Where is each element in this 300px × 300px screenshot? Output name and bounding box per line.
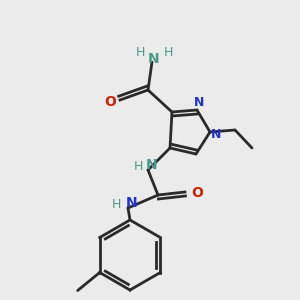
Text: N: N: [126, 196, 138, 210]
Text: O: O: [104, 95, 116, 109]
Text: N: N: [148, 52, 160, 66]
Text: H: H: [135, 46, 145, 59]
Text: N: N: [146, 158, 158, 172]
Text: H: H: [133, 160, 143, 172]
Text: H: H: [111, 197, 121, 211]
Text: O: O: [191, 186, 203, 200]
Text: H: H: [163, 46, 173, 59]
Text: N: N: [211, 128, 221, 140]
Text: N: N: [194, 97, 204, 110]
